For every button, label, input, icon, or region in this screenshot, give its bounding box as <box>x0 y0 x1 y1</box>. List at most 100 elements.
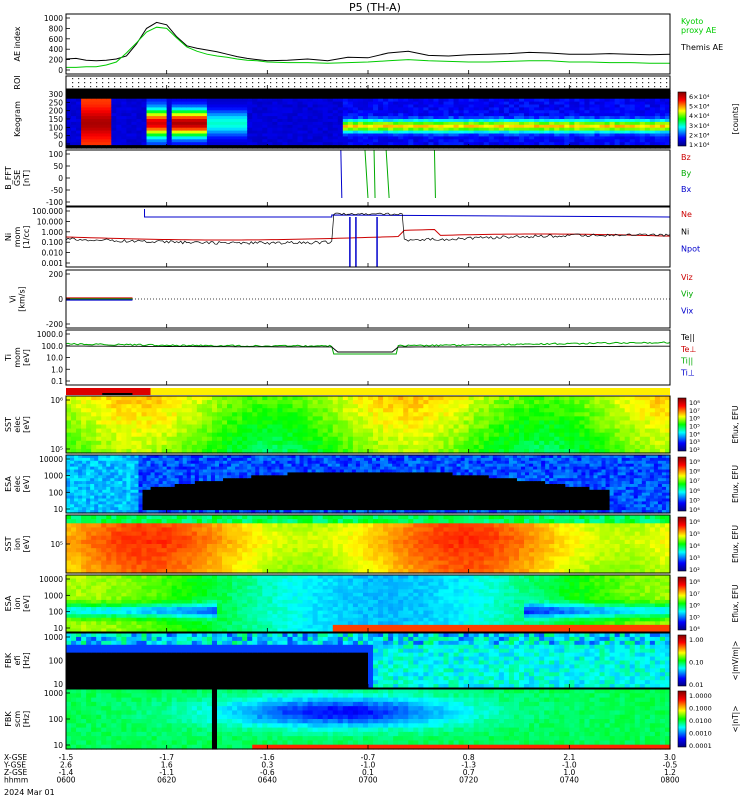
sst_e-cell <box>317 400 324 405</box>
keogram-cell <box>206 119 213 123</box>
sst_e-cell <box>403 440 409 446</box>
keogram-cell <box>448 142 455 146</box>
roi-dot <box>606 82 608 84</box>
sst_e-cell <box>337 440 344 446</box>
sst_e-cell <box>473 416 480 422</box>
keogram-cell <box>176 142 183 146</box>
sst_e-cell <box>524 404 530 409</box>
sst_e-cell <box>413 444 419 450</box>
keogram-cell <box>428 104 435 108</box>
roi-dot <box>612 86 614 88</box>
keogram-cell <box>368 95 374 100</box>
keogram-cell <box>176 113 183 117</box>
sst_e-cell <box>287 436 294 442</box>
plot-title: P5 (TH-A) <box>349 1 401 14</box>
keogram-cell <box>322 107 329 111</box>
sst_e-cell <box>287 416 294 422</box>
sst_e-cell <box>131 424 138 430</box>
sst_e-cell <box>257 408 263 413</box>
roi-dot <box>546 86 548 88</box>
sst_e-cell <box>166 424 173 430</box>
sst_e-cell <box>71 404 77 409</box>
keogram-cell <box>368 90 374 94</box>
keogram-cell <box>388 145 394 149</box>
sst_e-cell <box>307 416 314 422</box>
keogram-cell <box>418 107 424 111</box>
keogram-cell <box>227 92 233 97</box>
keogram-cell <box>156 139 163 143</box>
keogram-cell <box>196 116 203 120</box>
sst_e-cell <box>614 432 621 438</box>
sst_e-cell <box>584 416 591 422</box>
sst_e-cell <box>96 408 102 413</box>
sst_e-cell <box>408 420 414 426</box>
sst_e-cell <box>398 400 404 405</box>
sst_e-cell <box>579 416 586 422</box>
sst_e-cell <box>649 396 656 401</box>
keogram-cell <box>443 142 450 146</box>
keogram-cell <box>448 110 455 114</box>
sst_e-cell <box>191 436 198 442</box>
keogram-cell <box>101 136 107 140</box>
sst_e-cell <box>373 400 379 405</box>
roi-dot <box>474 82 476 84</box>
sst_e-cell <box>549 408 555 413</box>
roi-dot <box>258 82 260 84</box>
keogram-cell <box>362 98 369 103</box>
sst_e-cell <box>196 444 203 450</box>
sst_e-cell <box>654 400 661 405</box>
sst_e-cell <box>418 412 424 417</box>
roi-dot <box>402 78 404 80</box>
sst_e-cell <box>624 444 631 450</box>
keogram-cell <box>483 110 490 114</box>
sst_e-cell <box>166 436 173 442</box>
keogram-colorbar-label: [counts] <box>731 103 740 134</box>
keogram-cell <box>106 104 112 108</box>
keogram-cell <box>151 104 158 108</box>
sst_e-cell <box>639 412 646 417</box>
roi-dot <box>84 82 86 84</box>
sst_e-cell <box>428 408 435 413</box>
keogram-cell <box>201 133 208 137</box>
sst_e-cell <box>388 432 394 438</box>
sst_e-cell <box>383 440 389 446</box>
keogram-cell <box>282 104 289 108</box>
ae-ytick: 600 <box>49 35 64 44</box>
sst_e-cell <box>131 436 138 442</box>
sst_e-cell <box>513 396 520 401</box>
sst_e-cell <box>272 428 278 434</box>
keogram-cell <box>86 124 92 129</box>
keogram-cell <box>398 124 404 129</box>
roi-dot <box>312 78 314 80</box>
keogram-cell <box>267 110 273 114</box>
sst_e-cell <box>121 444 127 450</box>
sst_e-cell <box>559 436 565 442</box>
sst_e-cell <box>423 444 429 450</box>
sst_e-cell <box>659 444 666 450</box>
keogram-cell <box>171 90 178 94</box>
keogram-cell <box>126 98 133 103</box>
bfft-legend-line: Bz <box>681 153 691 162</box>
sst_e-cell <box>337 404 344 409</box>
keogram-cell <box>111 90 117 94</box>
keogram-cell <box>91 98 97 103</box>
keogram-cell <box>237 136 243 140</box>
keogram-cell <box>156 124 163 129</box>
keogram-cell <box>116 142 122 146</box>
roi-dot <box>378 78 380 80</box>
sst_e-cell <box>176 436 183 442</box>
sst_e-cell <box>282 428 289 434</box>
keogram-cell <box>342 127 349 132</box>
keogram-cell <box>211 101 218 106</box>
keogram-cell <box>468 110 475 114</box>
sst_e-cell <box>206 440 213 446</box>
roi-dot <box>228 82 230 84</box>
sst_e-cell <box>257 396 263 401</box>
keogram-cell <box>171 139 178 143</box>
keogram-cell <box>368 133 374 137</box>
keogram-cell <box>317 116 324 120</box>
roi-dot <box>414 82 416 84</box>
keogram-cell <box>398 92 404 97</box>
sst_e-cell <box>106 428 112 434</box>
sst_e-cell <box>156 408 163 413</box>
